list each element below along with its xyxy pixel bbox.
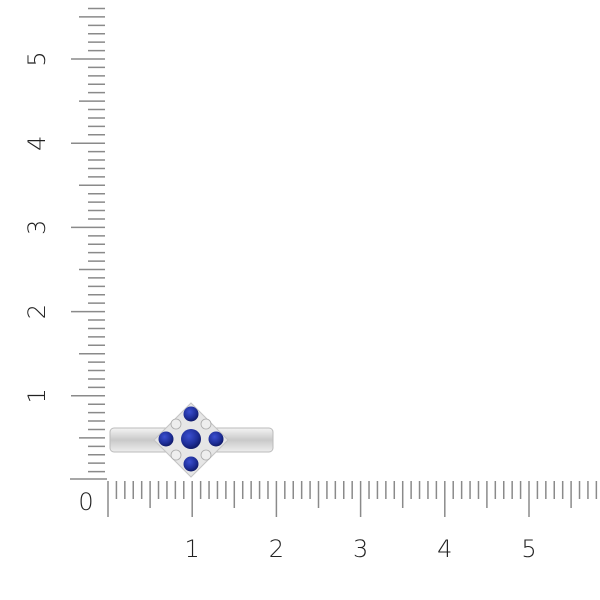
x-axis-label: 4 bbox=[437, 535, 452, 563]
accent-diamond bbox=[200, 418, 212, 430]
accent-diamond bbox=[170, 418, 182, 430]
center-sapphire bbox=[181, 429, 201, 449]
horizontal-ruler-ticks bbox=[107, 481, 598, 517]
sapphire-right bbox=[208, 431, 224, 447]
x-axis-label: 2 bbox=[269, 535, 284, 563]
x-axis-label: 5 bbox=[521, 535, 536, 563]
accent-diamond bbox=[170, 449, 182, 461]
sapphire-bottom bbox=[183, 456, 199, 472]
y-axis-label: 1 bbox=[23, 388, 51, 403]
origin-label: 0 bbox=[78, 488, 93, 516]
y-axis-label: 5 bbox=[23, 51, 51, 66]
y-axis-label: 3 bbox=[23, 220, 51, 235]
ring-illustration bbox=[109, 402, 274, 478]
sapphire-left bbox=[158, 431, 174, 447]
x-axis-label: 3 bbox=[353, 535, 368, 563]
accent-diamond bbox=[200, 449, 212, 461]
y-axis-label: 2 bbox=[23, 304, 51, 319]
y-axis-label: 4 bbox=[23, 136, 51, 151]
x-axis-label: 1 bbox=[185, 535, 200, 563]
sapphire-top bbox=[183, 406, 199, 422]
vertical-ruler-ticks bbox=[71, 7, 105, 473]
